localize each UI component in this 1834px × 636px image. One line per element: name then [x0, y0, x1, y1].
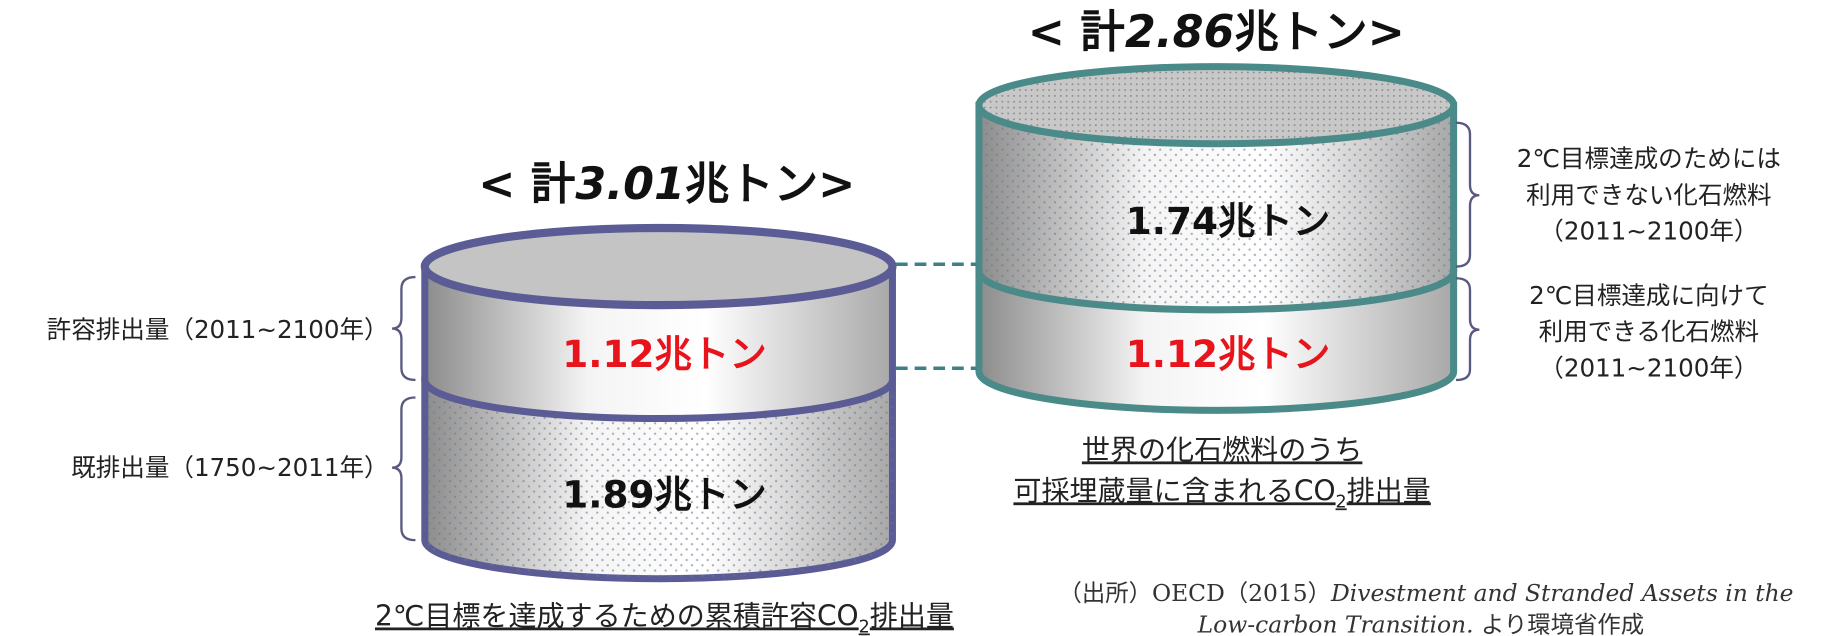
segment-label: 1.12兆トン [1126, 332, 1331, 376]
side-label-line: 2℃目標達成に向けて [1529, 281, 1769, 310]
right-title: < 計2.86兆トン> [1028, 7, 1405, 58]
segment-label: 1.12兆トン [562, 332, 767, 376]
right-caption: 可採埋蔵量に含まれるCO2排出量 [1013, 474, 1430, 512]
right-cylinder [975, 63, 1458, 414]
segment-label: 1.74兆トン [1126, 199, 1331, 243]
right-caption: 世界の化石燃料のうち [1082, 433, 1362, 466]
side-label-line: （2011~2100年） [1539, 353, 1758, 382]
side-label: 2℃目標達成のためには 利用できない化石燃料 （2011~2100年） 2℃目標… [1517, 144, 1781, 382]
left-caption: 2℃目標を達成するための累積許容CO2排出量 [375, 599, 954, 636]
side-label: 既排出量（1750~2011年） [71, 453, 388, 482]
connectors [895, 262, 977, 371]
left-title: < 計3.01兆トン> [478, 159, 855, 210]
side-label-line: 利用できる化石燃料 [1539, 317, 1759, 346]
side-label-line: 2℃目標達成のためには [1517, 144, 1781, 173]
braces [391, 121, 1480, 542]
side-label: 許容排出量（2011~2100年） [47, 315, 389, 344]
segment-label: 1.89兆トン [562, 472, 767, 516]
side-label-line: 利用できない化石燃料 [1526, 180, 1771, 209]
left-cylinder [420, 223, 897, 583]
source: （出所）OECD（2015）Divestment and Stranded As… [1058, 579, 1793, 607]
source: Low-carbon Transition. より環境省作成 [1197, 610, 1644, 636]
side-label-line: （2011~2100年） [1539, 217, 1758, 246]
